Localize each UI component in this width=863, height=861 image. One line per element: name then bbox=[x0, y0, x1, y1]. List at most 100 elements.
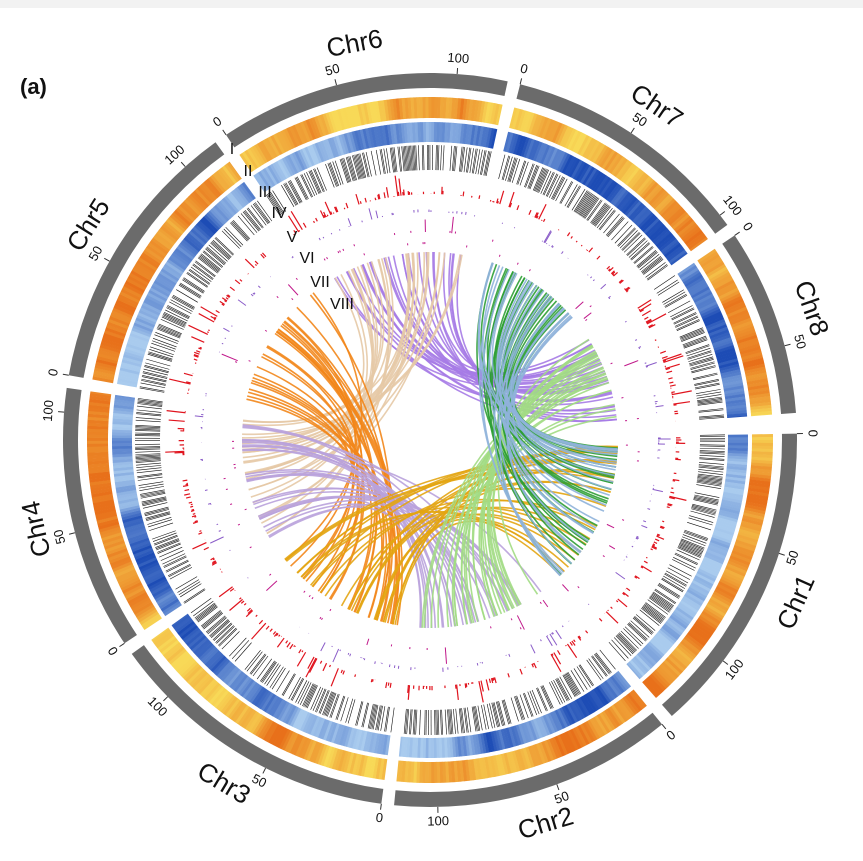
density-line bbox=[578, 665, 593, 687]
heatmap-cell bbox=[725, 565, 746, 578]
heatmap-cell bbox=[636, 652, 653, 669]
density-line bbox=[689, 357, 714, 366]
density-line bbox=[315, 688, 326, 712]
heatmap-cell bbox=[709, 541, 729, 552]
bar-mark bbox=[240, 600, 245, 604]
heatmap-cell bbox=[475, 758, 483, 780]
heatmap-cell bbox=[88, 471, 110, 477]
density-line bbox=[188, 269, 210, 285]
heatmap-cell bbox=[278, 728, 291, 750]
density-line bbox=[327, 693, 337, 717]
tick-label: 0 bbox=[663, 727, 678, 743]
heatmap-cell bbox=[594, 715, 608, 736]
heatmap-cell bbox=[428, 761, 432, 783]
heatmap-cell bbox=[644, 183, 661, 202]
heatmap-cell bbox=[551, 737, 563, 758]
chromosome-label: Chr8 bbox=[789, 276, 836, 339]
bar-mark bbox=[645, 366, 649, 368]
heatmap-cell bbox=[547, 147, 559, 168]
bar-mark bbox=[643, 560, 648, 564]
heatmap-cell bbox=[371, 101, 379, 123]
heatmap-cell bbox=[422, 97, 427, 119]
density-line bbox=[485, 151, 492, 176]
density-line bbox=[139, 387, 165, 393]
heatmap-cell bbox=[111, 310, 132, 322]
heatmap-cell bbox=[144, 247, 164, 262]
bar-mark bbox=[607, 609, 609, 612]
heatmap-cell bbox=[662, 240, 680, 256]
density-line bbox=[481, 150, 487, 176]
density-line bbox=[637, 251, 657, 268]
heatmap-cell bbox=[613, 703, 628, 723]
bar-mark bbox=[613, 271, 618, 277]
bar-mark bbox=[249, 546, 252, 549]
tick-mark bbox=[556, 784, 560, 791]
heatmap-cell bbox=[719, 578, 740, 591]
heatmap-cell bbox=[472, 758, 480, 780]
bar-mark bbox=[165, 450, 185, 453]
bar-mark bbox=[315, 217, 318, 222]
bar-mark bbox=[275, 633, 279, 637]
density-line bbox=[698, 465, 724, 469]
tick-mark bbox=[68, 532, 76, 535]
heatmap-cell bbox=[328, 747, 338, 769]
heatmap-cell bbox=[416, 761, 420, 783]
density-line bbox=[493, 702, 501, 727]
heatmap-cell bbox=[149, 580, 169, 593]
bar-mark bbox=[288, 215, 300, 233]
heatmap-cell bbox=[552, 710, 563, 731]
heatmap-cell bbox=[725, 476, 746, 482]
bar-mark bbox=[389, 682, 392, 688]
heatmap-cell bbox=[738, 528, 760, 538]
density-line bbox=[697, 478, 722, 483]
tick-mark bbox=[519, 78, 523, 85]
heatmap-cell bbox=[328, 111, 338, 133]
bar-mark bbox=[637, 299, 652, 309]
density-line bbox=[140, 382, 166, 389]
density-line bbox=[162, 314, 186, 326]
heatmap-cell bbox=[669, 615, 688, 630]
density-line bbox=[560, 181, 574, 204]
heatmap-cell bbox=[141, 304, 161, 316]
heatmap-cell bbox=[88, 401, 111, 408]
density-line bbox=[421, 145, 424, 171]
heatmap-cell bbox=[112, 561, 133, 573]
density-line bbox=[516, 695, 525, 720]
heatmap-cell bbox=[196, 642, 214, 659]
heatmap-cell bbox=[166, 258, 186, 273]
heatmap-cell bbox=[186, 667, 204, 685]
heatmap-cell bbox=[230, 190, 246, 208]
density-line bbox=[689, 515, 714, 523]
heatmap-cell bbox=[744, 504, 767, 512]
heatmap-cell bbox=[182, 626, 200, 642]
heatmap-cell bbox=[99, 344, 121, 354]
heatmap-cell bbox=[107, 550, 129, 561]
bar-mark bbox=[639, 303, 652, 312]
density-line bbox=[592, 204, 608, 225]
heatmap-cell bbox=[572, 700, 586, 720]
heatmap-cell bbox=[281, 730, 294, 751]
heatmap-cell bbox=[428, 737, 432, 759]
heatmap-cell bbox=[392, 98, 398, 120]
bar-mark bbox=[652, 544, 655, 547]
density-line bbox=[694, 378, 719, 385]
density-line bbox=[583, 197, 599, 219]
heatmap-cell bbox=[704, 261, 725, 275]
heatmap-cell bbox=[342, 107, 351, 129]
heatmap-cell bbox=[137, 312, 158, 323]
density-line bbox=[536, 168, 547, 192]
heatmap-cell bbox=[686, 631, 706, 647]
heatmap-cell bbox=[514, 749, 523, 772]
heatmap-cell bbox=[535, 743, 546, 764]
density-line bbox=[147, 517, 172, 525]
heatmap-cell bbox=[267, 136, 281, 157]
density-line bbox=[591, 656, 607, 677]
heatmap-cell bbox=[243, 181, 256, 199]
heatmap-cell bbox=[174, 247, 193, 263]
heatmap-cell bbox=[120, 288, 142, 301]
density-line bbox=[628, 623, 647, 641]
heatmap-cell bbox=[159, 270, 178, 284]
heatmap-cell bbox=[637, 178, 654, 197]
density-line bbox=[696, 394, 722, 399]
density-line bbox=[698, 409, 724, 413]
